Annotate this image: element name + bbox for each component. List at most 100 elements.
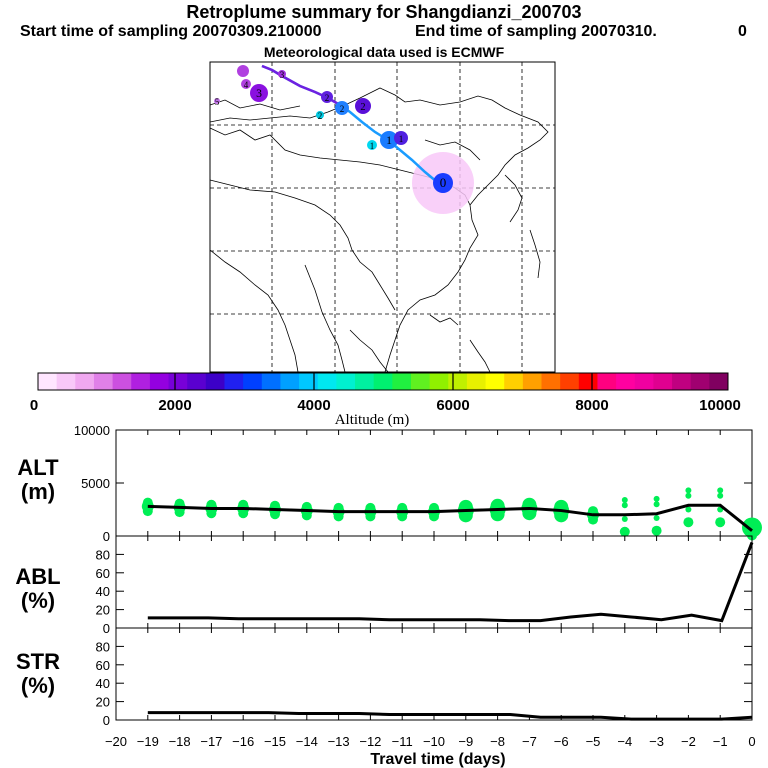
chart-title: Retroplume summary for Shangdianzi_20070… <box>186 2 582 22</box>
colorbar-swatch <box>205 373 225 390</box>
map-graticule <box>210 62 555 372</box>
plume-point <box>367 140 377 150</box>
colorbar-swatch <box>429 373 449 390</box>
plume-point <box>380 131 398 149</box>
colorbar-tick-label: 8000 <box>575 397 608 414</box>
plume-point <box>237 65 249 77</box>
end-time-suffix: 0 <box>738 23 747 40</box>
y-tick-label: 80 <box>96 639 110 654</box>
colorbar-swatch <box>616 373 636 390</box>
y-tick-label: 60 <box>96 566 110 581</box>
colorbar-swatch <box>112 373 132 390</box>
plume-point-label: 5 <box>215 97 220 107</box>
plume-point-label: 2 <box>318 111 323 121</box>
colorbar: 0 2000 4000 6000 8000 10000 Altitude (m) <box>30 372 741 428</box>
y-tick-label: 10000 <box>74 423 110 438</box>
scatter-point <box>651 525 662 536</box>
scatter-point <box>653 501 660 508</box>
plume-point-label: 1 <box>370 141 375 151</box>
y-tick-label: 0 <box>103 621 110 636</box>
plume-point <box>278 70 286 78</box>
scatter-point <box>621 496 628 503</box>
colorbar-swatch <box>280 373 300 390</box>
x-tick-label: −13 <box>328 734 350 749</box>
colorbar-swatch <box>392 373 412 390</box>
plume-point-label: 2 <box>360 102 365 113</box>
plume-point-label: 4 <box>244 80 249 90</box>
colorbar-swatch <box>448 373 468 390</box>
plume-point-label: 1 <box>399 134 404 144</box>
colorbar-swatch <box>299 373 319 390</box>
scatter-point <box>715 517 726 528</box>
x-tick-label: −8 <box>490 734 505 749</box>
colorbar-swatch <box>131 373 151 390</box>
y-tick-label: 40 <box>96 584 110 599</box>
colorbar-swatch <box>243 373 263 390</box>
x-tick-label: −3 <box>649 734 664 749</box>
colorbar-swatch <box>541 373 561 390</box>
scatter-point <box>460 506 473 519</box>
plume-point <box>241 79 251 89</box>
colorbar-tick-label: 0 <box>30 397 38 414</box>
colorbar-swatch <box>336 373 356 390</box>
end-time-label: End time of sampling 20070310. <box>415 23 657 40</box>
x-tick-label: −4 <box>617 734 632 749</box>
abl-ylabel: ABL (%) <box>15 564 61 613</box>
plume-point <box>433 173 453 193</box>
y-tick-label: 20 <box>96 695 110 710</box>
scatter-point <box>717 487 724 494</box>
colorbar-swatch <box>56 373 76 390</box>
scatter-point <box>621 502 628 509</box>
colorbar-swatch <box>690 373 710 390</box>
scatter-point <box>742 517 762 538</box>
start-time-label: Start time of sampling 20070309.210000 <box>20 23 322 40</box>
x-tick-label: −17 <box>200 734 222 749</box>
scatter-point <box>685 487 692 494</box>
colorbar-frame <box>37 372 729 391</box>
x-tick-label: −7 <box>522 734 537 749</box>
panel-str: 0 20 40 60 80 <box>96 627 753 728</box>
plume-point-label: 0 <box>440 175 447 190</box>
colorbar-swatch <box>373 373 393 390</box>
alt-ylabel: ALT (m) <box>17 455 59 504</box>
colorbar-swatch <box>578 373 598 390</box>
series-line-alt <box>147 503 753 532</box>
plume-point <box>214 98 220 104</box>
x-tick-label: −10 <box>423 734 445 749</box>
x-tick-label: 0 <box>748 734 755 749</box>
scatter-point <box>685 492 692 499</box>
scatter-point <box>717 492 724 499</box>
plume-point-label: 2 <box>340 104 345 114</box>
colorbar-swatch <box>168 373 188 390</box>
colorbar-tick-label: 6000 <box>436 397 469 414</box>
colorbar-swatch <box>317 373 337 390</box>
scatter-point <box>524 504 537 517</box>
plume-point <box>355 98 371 114</box>
colorbar-swatch <box>187 373 207 390</box>
colorbar-swatch <box>261 373 281 390</box>
plume-point-label: 1 <box>386 134 392 147</box>
colorbar-swatch <box>634 373 654 390</box>
colorbar-swatch <box>466 373 487 390</box>
y-tick-label: 0 <box>103 713 110 728</box>
colorbar-swatch <box>522 373 543 390</box>
x-tick-label: −18 <box>169 734 191 749</box>
x-tick-label: −11 <box>392 734 413 749</box>
series-line-abl <box>147 541 754 623</box>
x-tick-label: −12 <box>359 734 381 749</box>
panel-alt: 0 5000 10000 <box>74 423 762 544</box>
colorbar-swatch <box>597 373 617 390</box>
map-frame <box>209 61 556 373</box>
plume-point-label: 3 <box>280 70 285 80</box>
y-tick-label: 5000 <box>81 476 110 491</box>
scatter-point <box>653 495 660 502</box>
panel-frame <box>115 627 753 721</box>
colorbar-swatch <box>672 373 692 390</box>
y-tick-label: 0 <box>103 529 110 544</box>
colorbar-swatch <box>504 373 524 390</box>
colorbar-swatch <box>149 373 170 390</box>
